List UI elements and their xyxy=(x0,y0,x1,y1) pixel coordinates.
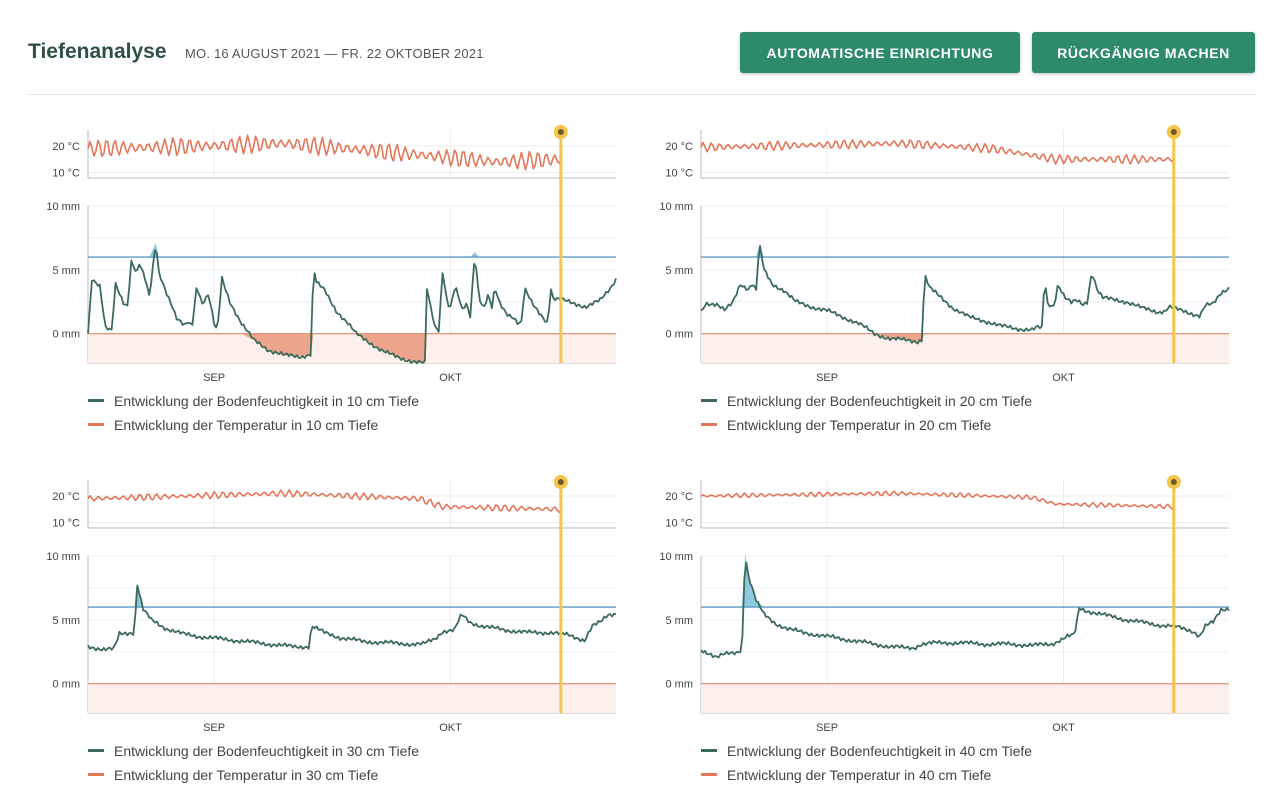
x-tick-label: SEP xyxy=(816,722,838,734)
temperature-tick-label: 10 °C xyxy=(665,168,693,180)
legend-temperature-label: Entwicklung der Temperatur in 40 cm Tief… xyxy=(727,767,992,783)
deficit-zone xyxy=(701,333,1229,363)
moisture-tick-label: 5 mm xyxy=(666,615,694,627)
legend-temperature-swatch xyxy=(88,422,104,426)
x-tick-label: SEP xyxy=(203,722,225,734)
deficit-zone xyxy=(88,333,616,363)
excess-fill xyxy=(88,582,616,608)
legend-temperature: Entwicklung der Temperatur in 40 cm Tief… xyxy=(701,767,991,783)
temperature-series-line xyxy=(700,490,1175,510)
moisture-tick-label: 10 mm xyxy=(46,201,80,213)
chart-panel-10cm: 20 °C 10 °C 10 mm 5 mm 0 mm SEP OKT Entwicklun… xyxy=(28,118,628,458)
legend-moisture: Entwicklung der Bodenfeuchtigkeit in 40 … xyxy=(701,743,1032,759)
legend-moisture-label: Entwicklung der Bodenfeuchtigkeit in 20 … xyxy=(727,393,1033,409)
excess-fill xyxy=(88,243,616,258)
moisture-series-line xyxy=(87,249,617,365)
temperature-tick-label: 20 °C xyxy=(665,491,693,503)
date-cursor-handle-dot xyxy=(557,129,564,135)
legend-moisture-label: Entwicklung der Bodenfeuchtigkeit in 30 … xyxy=(114,743,420,759)
page-title: Tiefenanalyse xyxy=(28,40,167,63)
temperature-series-line xyxy=(87,489,562,513)
moisture-tick-label: 0 mm xyxy=(53,679,81,691)
moisture-tick-label: 5 mm xyxy=(666,265,694,277)
legend-temperature: Entwicklung der Temperatur in 10 cm Tief… xyxy=(88,417,378,433)
moisture-tick-label: 5 mm xyxy=(53,265,81,277)
moisture-series-line xyxy=(700,245,1230,345)
moisture-tick-label: 10 mm xyxy=(659,551,693,563)
excess-fill xyxy=(701,553,1229,608)
legend-moisture: Entwicklung der Bodenfeuchtigkeit in 30 … xyxy=(88,743,419,759)
depth-chart-30cm[interactable]: 20 °C 10 °C 10 mm 5 mm 0 mm SEP OKT xyxy=(28,468,628,758)
legend-moisture-swatch xyxy=(701,748,717,752)
legend-temperature-swatch xyxy=(701,772,717,776)
legend-moisture-swatch xyxy=(88,398,104,402)
legend-temperature-swatch xyxy=(88,772,104,776)
x-tick-label: OKT xyxy=(439,372,462,384)
moisture-tick-label: 0 mm xyxy=(666,329,694,341)
temperature-tick-label: 10 °C xyxy=(665,518,693,530)
temperature-series-line xyxy=(87,134,562,171)
temperature-tick-label: 20 °C xyxy=(52,141,80,153)
temperature-tick-label: 20 °C xyxy=(52,491,80,503)
legend-temperature-label: Entwicklung der Temperatur in 30 cm Tief… xyxy=(114,767,379,783)
legend-temperature-swatch xyxy=(701,422,717,426)
date-range: MO. 16 AUGUST 2021 — FR. 22 OKTOBER 2021 xyxy=(185,46,484,61)
x-tick-label: SEP xyxy=(203,372,225,384)
deficit-zone xyxy=(88,683,616,713)
page-header: Tiefenanalyse MO. 16 AUGUST 2021 — FR. 2… xyxy=(28,0,1255,95)
chart-panel-20cm: 20 °C 10 °C 10 mm 5 mm 0 mm SEP OKT Entwicklun… xyxy=(641,118,1241,458)
excess-fill xyxy=(701,244,1229,258)
auto-setup-button[interactable]: AUTOMATISCHE EINRICHTUNG xyxy=(740,32,1020,73)
moisture-series-line xyxy=(87,584,617,652)
moisture-tick-label: 0 mm xyxy=(53,329,81,341)
x-tick-label: OKT xyxy=(439,722,462,734)
legend-temperature-label: Entwicklung der Temperatur in 10 cm Tief… xyxy=(114,417,379,433)
legend-moisture: Entwicklung der Bodenfeuchtigkeit in 10 … xyxy=(88,393,419,409)
legend-temperature-label: Entwicklung der Temperatur in 20 cm Tief… xyxy=(727,417,992,433)
moisture-series-line xyxy=(700,561,1230,659)
legend-moisture-swatch xyxy=(88,748,104,752)
temperature-series-line xyxy=(700,139,1175,165)
moisture-tick-label: 10 mm xyxy=(659,201,693,213)
legend-moisture-label: Entwicklung der Bodenfeuchtigkeit in 10 … xyxy=(114,393,420,409)
moisture-tick-label: 5 mm xyxy=(53,615,81,627)
date-cursor-handle-dot xyxy=(1170,129,1177,135)
depth-chart-40cm[interactable]: 20 °C 10 °C 10 mm 5 mm 0 mm SEP OKT xyxy=(641,468,1241,758)
legend-moisture-swatch xyxy=(701,398,717,402)
x-tick-label: SEP xyxy=(816,372,838,384)
legend-temperature: Entwicklung der Temperatur in 30 cm Tief… xyxy=(88,767,378,783)
deficit-zone xyxy=(701,683,1229,713)
moisture-tick-label: 0 mm xyxy=(666,679,694,691)
chart-panel-40cm: 20 °C 10 °C 10 mm 5 mm 0 mm SEP OKT Entwicklun… xyxy=(641,468,1241,808)
legend-temperature: Entwicklung der Temperatur in 20 cm Tief… xyxy=(701,417,991,433)
undo-button[interactable]: RÜCKGÄNGIG MACHEN xyxy=(1032,32,1255,73)
temperature-tick-label: 10 °C xyxy=(52,168,80,180)
legend-moisture-label: Entwicklung der Bodenfeuchtigkeit in 40 … xyxy=(727,743,1033,759)
temperature-tick-label: 20 °C xyxy=(665,141,693,153)
temperature-tick-label: 10 °C xyxy=(52,518,80,530)
legend-moisture: Entwicklung der Bodenfeuchtigkeit in 20 … xyxy=(701,393,1032,409)
date-cursor-handle-dot xyxy=(557,479,564,485)
date-cursor-handle-dot xyxy=(1170,479,1177,485)
x-tick-label: OKT xyxy=(1052,722,1075,734)
x-tick-label: OKT xyxy=(1052,372,1075,384)
depth-chart-20cm[interactable]: 20 °C 10 °C 10 mm 5 mm 0 mm SEP OKT xyxy=(641,118,1241,408)
depth-chart-10cm[interactable]: 20 °C 10 °C 10 mm 5 mm 0 mm SEP OKT xyxy=(28,118,628,408)
moisture-tick-label: 10 mm xyxy=(46,551,80,563)
chart-panel-30cm: 20 °C 10 °C 10 mm 5 mm 0 mm SEP OKT Entwicklun… xyxy=(28,468,628,808)
